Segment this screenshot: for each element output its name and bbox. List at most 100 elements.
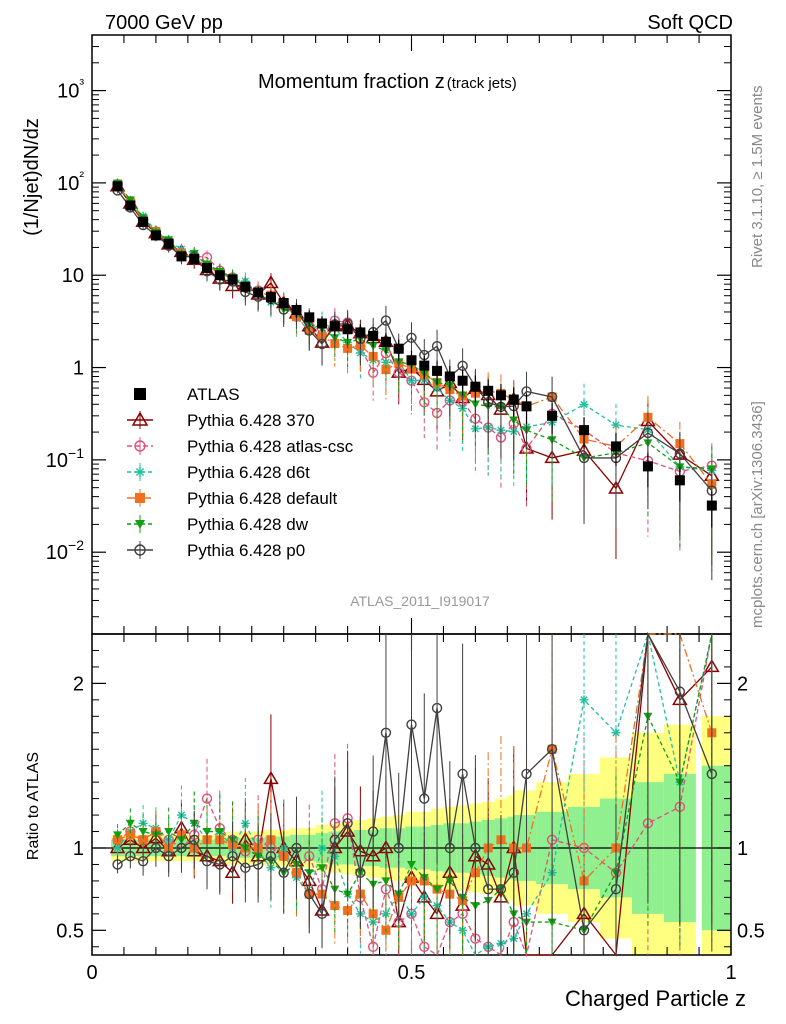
- legend-marker: [134, 544, 146, 556]
- atlas-point: [317, 318, 328, 329]
- atlas-point: [380, 336, 391, 347]
- ratio-tick-label: 1: [73, 838, 84, 860]
- ratio-point: [137, 855, 149, 867]
- ratio-point: [138, 828, 148, 837]
- legend-marker: [134, 388, 146, 400]
- y-tick-label: 10: [62, 265, 84, 287]
- legend-marker: [135, 493, 145, 503]
- atlas-point: [240, 281, 251, 292]
- ratio-point: [393, 842, 404, 854]
- ratio-point: [215, 828, 225, 837]
- legend-marker: [131, 411, 149, 426]
- chart-title: Momentum fraction z (track jets): [258, 71, 517, 93]
- ratio-point: [495, 883, 507, 895]
- atlas-point: [189, 253, 200, 264]
- data-point: [304, 325, 315, 336]
- ratio-point: [240, 862, 251, 873]
- header-left: 7000 GeV pp: [105, 12, 223, 34]
- atlas-point: [419, 360, 430, 371]
- atlas-point: [547, 410, 558, 421]
- legend-entry: Pythia 6.428 dw: [127, 515, 309, 534]
- x-tick-label: 0: [86, 962, 97, 984]
- ratio-point: [367, 826, 379, 837]
- y-tick-label: 10³: [57, 76, 84, 103]
- ratio-tick-label: 2: [73, 673, 84, 695]
- x-tick-label: 0.5: [398, 962, 426, 984]
- legend-label: Pythia 6.428 atlas-csc: [187, 437, 354, 456]
- atlas-point: [457, 375, 468, 386]
- atlas-point: [150, 230, 161, 241]
- atlas-point: [470, 381, 481, 392]
- analysis-tag: ATLAS_2011_I919017: [350, 593, 490, 609]
- atlas-point: [304, 312, 315, 323]
- y-tick-label: 10−2: [46, 537, 84, 564]
- ratio-point: [163, 851, 174, 862]
- legend-entry: Pythia 6.428 d6t: [127, 463, 310, 482]
- ratio-point: [470, 842, 481, 854]
- main-plot: 10−2 10−1 1 10 10² 10³: [46, 34, 732, 635]
- atlas-point: [265, 292, 276, 303]
- mcplots-label: mcplots.cern.ch [arXiv:1306.3436]: [749, 401, 766, 628]
- ratio-point: [381, 877, 391, 886]
- data-point: [579, 399, 589, 409]
- legend-entry: ATLAS: [134, 385, 240, 404]
- mc-series-ratio: [109, 631, 720, 958]
- ratio-point: [343, 906, 353, 916]
- data-point: [406, 332, 417, 344]
- atlas-point: [508, 394, 519, 405]
- ratio-tick-label-right: 1: [737, 838, 748, 860]
- ratio-point: [214, 859, 226, 870]
- ratio-point: [521, 768, 532, 780]
- rivet-label: Rivet 3.1.10, ≥ 1.5M events: [749, 86, 766, 269]
- atlas-point: [278, 298, 289, 309]
- ratio-series-line: [117, 633, 713, 932]
- ratio-point: [674, 686, 686, 697]
- ratio-point: [546, 744, 558, 755]
- atlas-point: [138, 216, 149, 227]
- legend-marker: [134, 440, 146, 452]
- data-point: [381, 365, 391, 375]
- ratio-point: [125, 819, 135, 828]
- atlas-point: [176, 251, 187, 262]
- ratio-point: [125, 830, 135, 840]
- atlas-point: [112, 181, 123, 192]
- ratio-point: [407, 860, 416, 869]
- atlas-point: [610, 441, 621, 452]
- ratio-point: [227, 851, 238, 862]
- data-point: [316, 338, 328, 350]
- ratio-point: [202, 828, 212, 837]
- ratio-point: [138, 835, 148, 845]
- y-tick-label: 1: [73, 358, 84, 380]
- ratio-point: [380, 727, 392, 738]
- atlas-point: [163, 238, 174, 249]
- ratio-point: [330, 901, 340, 911]
- legend-label: Pythia 6.428 p0: [187, 541, 305, 560]
- ratio-point: [444, 842, 456, 854]
- ratio-point: [252, 859, 264, 870]
- chart-title-suffix: (track jets): [447, 75, 517, 92]
- ratio-point: [355, 867, 366, 878]
- legend-label: ATLAS: [187, 385, 240, 404]
- y-tick-label: 10²: [57, 168, 84, 195]
- data-point: [546, 391, 558, 403]
- ratio-tick-label: 0.5: [56, 920, 84, 942]
- atlas-point: [253, 287, 264, 298]
- ratio-point: [304, 888, 315, 900]
- legend-entry: Pythia 6.428 atlas-csc: [127, 437, 354, 456]
- ratio-plot: 0.5 0.51 12 20 0.5 1: [56, 631, 765, 984]
- data-point: [674, 448, 686, 459]
- legend-label: Pythia 6.428 d6t: [187, 463, 310, 482]
- atlas-point: [355, 327, 366, 338]
- legend: ATLAS Pythia 6.428 370 Pythia 6.428 atlas-…: [127, 385, 354, 560]
- legend-entry: Pythia 6.428 370: [127, 411, 315, 430]
- ratio-point: [164, 828, 174, 837]
- ratio-point: [578, 925, 590, 936]
- ratio-point: [329, 834, 341, 845]
- ratio-series-pythia-6.428-p0: [112, 631, 718, 955]
- atlas-point: [406, 355, 417, 366]
- y-axis-label-main: (1/Njet)dN/dz: [21, 118, 43, 236]
- data-point: [578, 452, 590, 464]
- y-tick-label: 10−1: [46, 445, 84, 472]
- data-point: [125, 196, 135, 205]
